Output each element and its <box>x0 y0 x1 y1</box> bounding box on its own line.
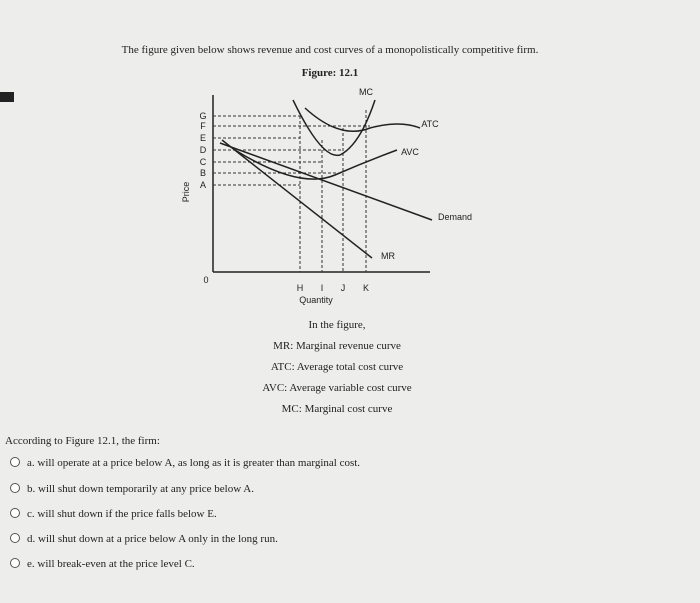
y-axis-label: Price <box>181 182 191 203</box>
x-axis-label: Quantity <box>299 295 333 305</box>
option[interactable]: d. will shut down at a price below A onl… <box>27 533 278 545</box>
note: AVC: Average variable cost curve <box>262 382 411 394</box>
quantity-label: I <box>321 283 324 293</box>
curve-label: ATC <box>421 119 439 129</box>
question: According to Figure 12.1, the firm: <box>5 435 160 447</box>
intro: The figure given below shows revenue and… <box>122 44 539 56</box>
curve-label: MR <box>381 251 395 261</box>
note: In the figure, <box>308 319 365 331</box>
radio[interactable] <box>10 558 20 568</box>
radio[interactable] <box>10 508 20 518</box>
diagram: MC ATC AVC Demand MR G F E D C B A Price… <box>181 87 472 305</box>
option[interactable]: b. will shut down temporarily at any pri… <box>27 483 254 495</box>
price-label: F <box>200 121 206 131</box>
origin-label: 0 <box>203 275 208 285</box>
radio[interactable] <box>10 483 20 493</box>
note: MR: Marginal revenue curve <box>273 340 401 352</box>
mr-curve <box>221 139 373 259</box>
quantity-label: K <box>363 283 369 293</box>
curve-label: MC <box>359 87 373 97</box>
price-label: B <box>200 168 206 178</box>
quantity-label: J <box>341 283 346 293</box>
avc-curve <box>234 149 398 180</box>
quantity-label: H <box>297 283 304 293</box>
price-label: A <box>200 180 206 190</box>
radio[interactable] <box>10 533 20 543</box>
note: MC: Marginal cost curve <box>282 403 393 415</box>
guides <box>213 110 370 272</box>
radio[interactable] <box>10 457 20 467</box>
note: ATC: Average total cost curve <box>271 361 403 373</box>
curve-label: AVC <box>401 147 419 157</box>
figure-title: Figure: 12.1 <box>302 67 359 79</box>
options: a. will operate at a price below A, as l… <box>10 457 360 570</box>
demand-curve <box>219 142 433 221</box>
price-label: D <box>200 145 207 155</box>
edge-artifact <box>0 92 14 102</box>
price-label: C <box>200 157 207 167</box>
option[interactable]: c. will shut down if the price falls bel… <box>27 508 217 520</box>
option[interactable]: e. will break-even at the price level C. <box>27 558 195 570</box>
price-label: E <box>200 133 206 143</box>
option[interactable]: a. will operate at a price below A, as l… <box>27 457 360 469</box>
curve-label: Demand <box>438 212 472 222</box>
price-label: G <box>199 111 206 121</box>
mc-curve <box>292 99 376 157</box>
atc-curve <box>304 107 421 132</box>
